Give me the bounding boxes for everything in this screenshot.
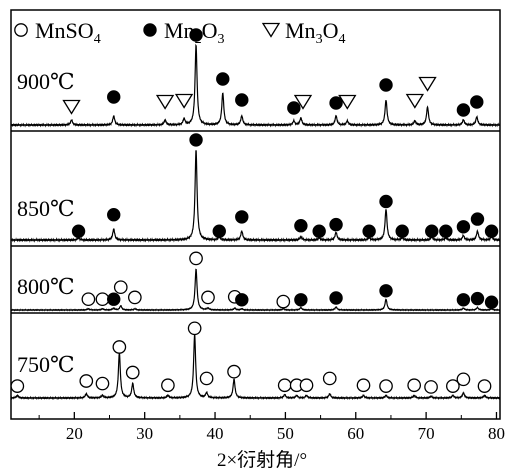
peak-marker-3-11 [294, 293, 308, 307]
legend-item-2: Mn2O3 [143, 18, 224, 47]
peak-marker-1-14 [418, 76, 437, 92]
peak-marker-3-4 [113, 280, 128, 295]
peak-marker-4-6 [161, 378, 175, 393]
legend-label-1: MnSO4 [35, 18, 101, 47]
peak-marker-1-3 [155, 94, 175, 110]
plot-frame [10, 9, 501, 420]
x-tick-label-1: 20 [66, 424, 83, 443]
peak-marker-4-3 [95, 376, 110, 391]
legend-item-3: Mn3O4 [261, 18, 345, 47]
peak-marker-2-4 [212, 224, 226, 238]
peak-marker-2-2 [107, 208, 121, 222]
peak-marker-2-9 [362, 224, 376, 238]
peak-marker-4-2 [79, 374, 94, 388]
series-line-4 [10, 334, 501, 401]
x-tick-label-4: 50 [277, 424, 294, 443]
peak-marker-3-7 [201, 290, 215, 305]
peak-marker-3-14 [456, 293, 471, 307]
peak-marker-4-14 [356, 378, 371, 393]
peak-marker-3-9 [235, 293, 249, 307]
peak-marker-3-10 [276, 294, 291, 309]
peak-marker-4-15 [379, 379, 393, 393]
peak-marker-1-5 [189, 28, 203, 42]
x-tick-label-6: 70 [418, 424, 435, 443]
panel-label-3: 800℃ [17, 274, 75, 299]
panel-2: 850℃ [10, 133, 501, 243]
legend: MnSO4 Mn2O3 Mn3O4 [14, 18, 345, 47]
peak-marker-4-18 [446, 379, 460, 393]
peak-marker-2-10 [379, 194, 393, 209]
peak-marker-3-3 [107, 292, 121, 306]
x-tick-label-3: 40 [207, 424, 224, 443]
peak-marker-4-16 [407, 378, 422, 393]
peak-marker-2-3 [189, 133, 203, 147]
peak-marker-1-6 [216, 72, 230, 86]
series-line-3 [10, 268, 501, 312]
peak-marker-1-13 [405, 93, 425, 109]
panel-label-4: 750℃ [17, 352, 75, 377]
panel-label-2: 850℃ [17, 196, 75, 221]
peak-marker-2-12 [425, 224, 439, 238]
peak-marker-1-7 [235, 93, 249, 107]
peak-marker-3-5 [127, 290, 142, 305]
legend-item-1: MnSO4 [14, 18, 101, 47]
peak-marker-4-4 [112, 340, 127, 354]
peak-marker-3-2 [95, 292, 110, 307]
peak-marker-2-14 [456, 220, 471, 234]
peak-marker-4-13 [322, 371, 337, 386]
peak-marker-1-11 [338, 94, 357, 110]
legend-label-3: Mn3O4 [285, 18, 345, 47]
peak-marker-4-7 [187, 321, 202, 336]
peak-marker-4-9 [227, 364, 241, 379]
peak-marker-2-7 [312, 224, 326, 238]
peak-marker-4-1 [10, 379, 25, 393]
panels: 900℃ 850℃ 800℃ 750℃ [10, 28, 501, 401]
peak-marker-1-16 [470, 95, 484, 109]
panel-1: 900℃ [10, 28, 501, 128]
x-tick-label-7: 80 [488, 424, 505, 443]
peak-marker-4-5 [125, 365, 140, 380]
peak-marker-1-4 [174, 93, 194, 109]
peak-marker-2-6 [294, 219, 308, 233]
peak-marker-3-16 [484, 295, 499, 309]
peak-marker-1-2 [107, 90, 121, 104]
peak-marker-2-1 [71, 224, 86, 238]
legend-marker-1 [14, 23, 28, 37]
peak-marker-4-12 [299, 378, 314, 393]
peak-marker-3-13 [379, 284, 393, 298]
x-tick-label-2: 30 [136, 424, 153, 443]
x-tick-label-5: 60 [347, 424, 364, 443]
peak-marker-3-6 [189, 251, 203, 266]
series-line-1 [10, 43, 501, 128]
x-axis: 20 30 40 50 60 70 80 [38, 412, 505, 443]
peak-marker-1-15 [456, 103, 471, 117]
panel-3: 800℃ [10, 251, 501, 312]
peak-marker-1-1 [62, 99, 81, 115]
peak-marker-4-10 [277, 378, 292, 393]
peak-marker-4-17 [424, 380, 438, 394]
peak-marker-2-16 [484, 224, 499, 238]
peak-marker-4-8 [199, 371, 214, 386]
peak-marker-2-15 [470, 212, 485, 226]
peak-marker-1-9 [293, 94, 313, 110]
peak-marker-1-8 [287, 101, 301, 115]
peak-marker-2-13 [439, 224, 453, 238]
peak-marker-2-5 [235, 210, 249, 224]
x-axis-title: 2×衍射角/° [217, 449, 307, 471]
peak-marker-1-10 [329, 96, 343, 110]
peak-marker-3-15 [470, 291, 485, 306]
panel-label-1: 900℃ [17, 69, 75, 94]
peak-marker-4-20 [477, 379, 492, 393]
peak-marker-4-19 [456, 372, 471, 387]
panel-4: 750℃ [10, 321, 501, 401]
legend-marker-2 [143, 23, 157, 37]
series-line-2 [10, 150, 501, 243]
peak-marker-2-8 [329, 217, 343, 232]
peak-marker-3-12 [329, 291, 343, 305]
peak-marker-2-11 [395, 224, 409, 238]
peak-marker-3-1 [81, 292, 96, 307]
peak-marker-1-12 [379, 78, 393, 92]
legend-marker-3 [261, 22, 281, 38]
